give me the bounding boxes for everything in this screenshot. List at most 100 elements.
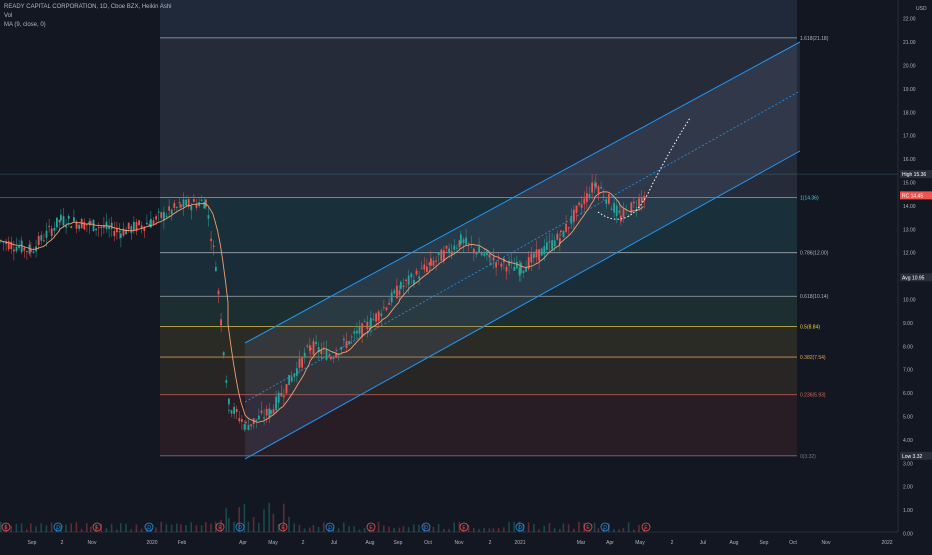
earnings-event-icon[interactable]: E	[278, 522, 288, 532]
candle	[570, 208, 573, 229]
candle-body	[328, 355, 330, 357]
candle-body	[508, 260, 510, 266]
earnings-event-icon[interactable]: E	[583, 522, 593, 532]
volume-bar	[0, 521, 2, 532]
volume-bar	[423, 524, 425, 532]
candle	[309, 338, 311, 354]
candle	[28, 240, 31, 256]
candle	[260, 401, 263, 416]
vol-legend[interactable]: Vol	[4, 13, 13, 19]
volume-bar	[613, 529, 615, 532]
candle-body	[32, 251, 35, 253]
earnings-event-icon[interactable]: E	[215, 522, 225, 532]
candle	[165, 212, 168, 219]
candle	[551, 233, 553, 252]
candle-body	[113, 230, 116, 237]
ma-legend[interactable]: MA (9, close, 0)	[4, 22, 46, 28]
candle	[176, 205, 178, 211]
candle	[375, 312, 377, 330]
earnings-event-icon[interactable]: E	[641, 522, 651, 532]
candle-body	[423, 264, 426, 270]
candle	[546, 235, 548, 253]
earnings-event-icon[interactable]: E	[366, 522, 376, 532]
candle-body	[400, 281, 402, 289]
candle-body	[358, 326, 361, 334]
volume-bar	[110, 523, 113, 532]
candle	[225, 375, 228, 388]
candle-body	[90, 221, 92, 223]
dividend-event-icon[interactable]: D	[515, 522, 525, 532]
candle	[285, 383, 288, 395]
candle-body	[535, 249, 538, 258]
candle-body	[18, 245, 20, 248]
candle	[345, 332, 348, 353]
candle-body	[540, 248, 543, 256]
dividend-event-icon[interactable]: D	[600, 522, 610, 532]
candle-body	[152, 220, 155, 224]
candle-body	[43, 240, 45, 242]
candle-body	[283, 395, 285, 398]
candle-body	[296, 368, 298, 376]
candle	[97, 222, 100, 237]
candle	[133, 216, 135, 235]
candle-body	[105, 221, 108, 229]
candle-body	[250, 424, 252, 426]
volume-bar	[323, 522, 325, 532]
earnings-event-icon[interactable]: E	[1, 522, 11, 532]
time-axis: Sep 2 Nov 2020 Feb Apr May 2 Jul Aug Sep Oct Nov 2 202…	[28, 540, 893, 546]
candle-body	[195, 203, 198, 208]
low-tag: Low 3.32	[900, 451, 932, 460]
volume-bar	[247, 521, 250, 532]
candle	[130, 224, 133, 240]
candle-body	[445, 245, 448, 249]
volume-bar	[443, 528, 445, 532]
event-circle	[421, 522, 431, 532]
candle-body	[125, 229, 127, 235]
volume-bar	[130, 529, 132, 532]
candle	[437, 251, 440, 263]
time-tick: Mar	[577, 540, 586, 546]
candle	[62, 207, 65, 229]
ma-line	[0, 191, 644, 423]
volume-group	[0, 502, 645, 532]
volume-bar	[298, 524, 301, 532]
dividend-event-icon[interactable]: D	[144, 522, 154, 532]
candle	[580, 195, 583, 215]
candle-body	[238, 418, 241, 422]
candle-body	[127, 222, 130, 230]
volume-bar	[453, 522, 455, 532]
candle	[565, 215, 567, 234]
candle	[453, 239, 456, 255]
candle	[508, 255, 510, 275]
candle	[228, 408, 230, 414]
candle-body	[343, 338, 345, 341]
candle	[116, 221, 118, 240]
candle-body	[633, 201, 635, 204]
volume-bar	[383, 525, 385, 532]
candle	[385, 306, 388, 312]
candle-body	[575, 205, 578, 213]
candle	[325, 340, 328, 362]
dividend-event-icon[interactable]: D	[53, 522, 63, 532]
dividend-event-icon[interactable]: D	[235, 522, 245, 532]
candle	[45, 222, 48, 247]
fib-band	[160, 37, 797, 198]
candle-body	[293, 373, 296, 377]
candle-body	[580, 204, 583, 208]
dividend-event-icon[interactable]: D	[421, 522, 431, 532]
time-tick: Oct	[789, 540, 797, 546]
candle-body	[180, 204, 182, 208]
candle-body	[410, 273, 413, 278]
candle-body	[610, 208, 613, 210]
dividend-event-icon[interactable]: D	[325, 522, 335, 532]
earnings-event-icon[interactable]: E	[459, 522, 469, 532]
earnings-event-icon[interactable]: E	[92, 522, 102, 532]
candle-body	[70, 226, 73, 229]
candle-body	[543, 246, 546, 255]
candle	[200, 195, 203, 202]
volume-bar	[538, 529, 540, 532]
volume-bar	[116, 529, 118, 532]
candle-body	[478, 246, 480, 253]
